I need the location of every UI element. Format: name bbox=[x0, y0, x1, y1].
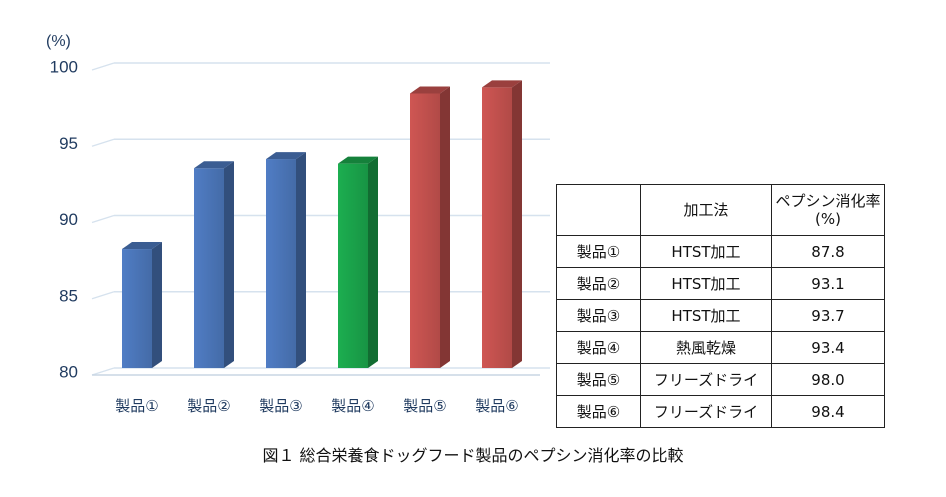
table-cell: 製品⑥ bbox=[556, 395, 641, 428]
table-cell: 93.1 bbox=[771, 267, 885, 300]
bar-side bbox=[368, 156, 378, 368]
table-row: 製品⑥ フリーズドライ 98.4 bbox=[556, 395, 885, 428]
table-cell: 製品⑤ bbox=[556, 363, 641, 396]
y-tick-label: 95 bbox=[59, 134, 78, 153]
bar bbox=[410, 86, 450, 368]
bar-front bbox=[338, 163, 368, 368]
table-cell: 製品③ bbox=[556, 299, 641, 332]
bar-front bbox=[482, 87, 512, 369]
gridline bbox=[91, 214, 115, 224]
x-category-label: 製品④ bbox=[331, 397, 374, 415]
table-cell: 製品② bbox=[556, 267, 641, 300]
x-category-label: 製品③ bbox=[259, 397, 302, 415]
x-category-label: 製品⑤ bbox=[403, 397, 446, 415]
bar-side bbox=[296, 152, 306, 368]
gridline bbox=[91, 138, 115, 147]
bar-front bbox=[410, 93, 440, 368]
bar-front bbox=[194, 168, 224, 368]
table-cell: HTST加工 bbox=[640, 299, 772, 332]
gridline bbox=[91, 367, 115, 376]
table-row: 製品④ 熱風乾燥 93.4 bbox=[556, 331, 885, 364]
bar-top bbox=[266, 152, 306, 160]
table-header-cell bbox=[556, 184, 641, 236]
table-cell: 98.0 bbox=[771, 363, 885, 396]
table-row: 製品⑤ フリーズドライ 98.0 bbox=[556, 363, 885, 396]
y-tick-label: 100 bbox=[50, 58, 78, 77]
table-cell: 98.4 bbox=[771, 395, 885, 428]
table-cell: 93.7 bbox=[771, 299, 885, 332]
bar-top bbox=[482, 80, 522, 88]
table-header-cell: 加工法 bbox=[640, 184, 772, 236]
x-category-label: 製品① bbox=[115, 397, 158, 415]
bar bbox=[338, 156, 378, 368]
bar-top bbox=[122, 242, 162, 250]
bar-side bbox=[152, 242, 162, 368]
table-row: 製品② HTST加工 93.1 bbox=[556, 267, 885, 300]
bar bbox=[482, 80, 522, 369]
bar-front bbox=[266, 159, 296, 368]
table-cell: フリーズドライ bbox=[640, 395, 772, 428]
bar-side bbox=[224, 161, 234, 368]
table-cell: 製品① bbox=[556, 235, 641, 268]
bar-top bbox=[194, 161, 234, 169]
bar-front bbox=[122, 249, 152, 368]
table-cell: フリーズドライ bbox=[640, 363, 772, 396]
y-tick-label: 85 bbox=[59, 286, 78, 305]
gridline bbox=[91, 291, 115, 300]
y-tick-label: 80 bbox=[59, 363, 78, 382]
table-cell: 製品④ bbox=[556, 331, 641, 364]
x-category-label: 製品⑥ bbox=[475, 397, 518, 415]
y-axis-unit-label: (%) bbox=[46, 33, 71, 50]
table-cell: HTST加工 bbox=[640, 235, 772, 268]
data-table: 加工法 ペプシン消化率 (%) 製品① HTST加工 87.8 製品② HTST加工 93… bbox=[556, 184, 885, 428]
axis-labels: 80 85 90 95 100 製品① 製品② 製品③ 製品④ 製品⑤ 製品⑥ bbox=[50, 58, 519, 416]
table-cell: 87.8 bbox=[771, 235, 885, 268]
table-cell: HTST加工 bbox=[640, 267, 772, 300]
x-category-label: 製品② bbox=[187, 397, 230, 415]
figure-caption: 図１ 総合栄養食ドッグフード製品のペプシン消化率の比較 bbox=[262, 446, 684, 465]
table-row: 製品③ HTST加工 93.7 bbox=[556, 299, 885, 332]
bars bbox=[122, 80, 522, 369]
table-cell: 93.4 bbox=[771, 331, 885, 364]
table-cell: 熱風乾燥 bbox=[640, 331, 772, 364]
bar-top bbox=[410, 86, 450, 94]
bar bbox=[266, 152, 306, 368]
gridline bbox=[91, 62, 115, 71]
table-row: 製品① HTST加工 87.8 bbox=[556, 235, 885, 268]
table-header-row: 加工法 ペプシン消化率 (%) bbox=[556, 184, 885, 236]
grid-lines bbox=[91, 62, 550, 376]
bar-side bbox=[440, 86, 450, 368]
bar bbox=[194, 161, 234, 368]
table-header-cell: ペプシン消化率 (%) bbox=[771, 184, 885, 236]
bar-top bbox=[338, 156, 378, 164]
bar-side bbox=[512, 80, 522, 369]
bar bbox=[122, 242, 162, 368]
y-tick-label: 90 bbox=[59, 210, 78, 229]
bar-chart: 80 85 90 95 100 製品① 製品② 製品③ 製品④ 製品⑤ 製品⑥ (%) bbox=[46, 33, 550, 416]
